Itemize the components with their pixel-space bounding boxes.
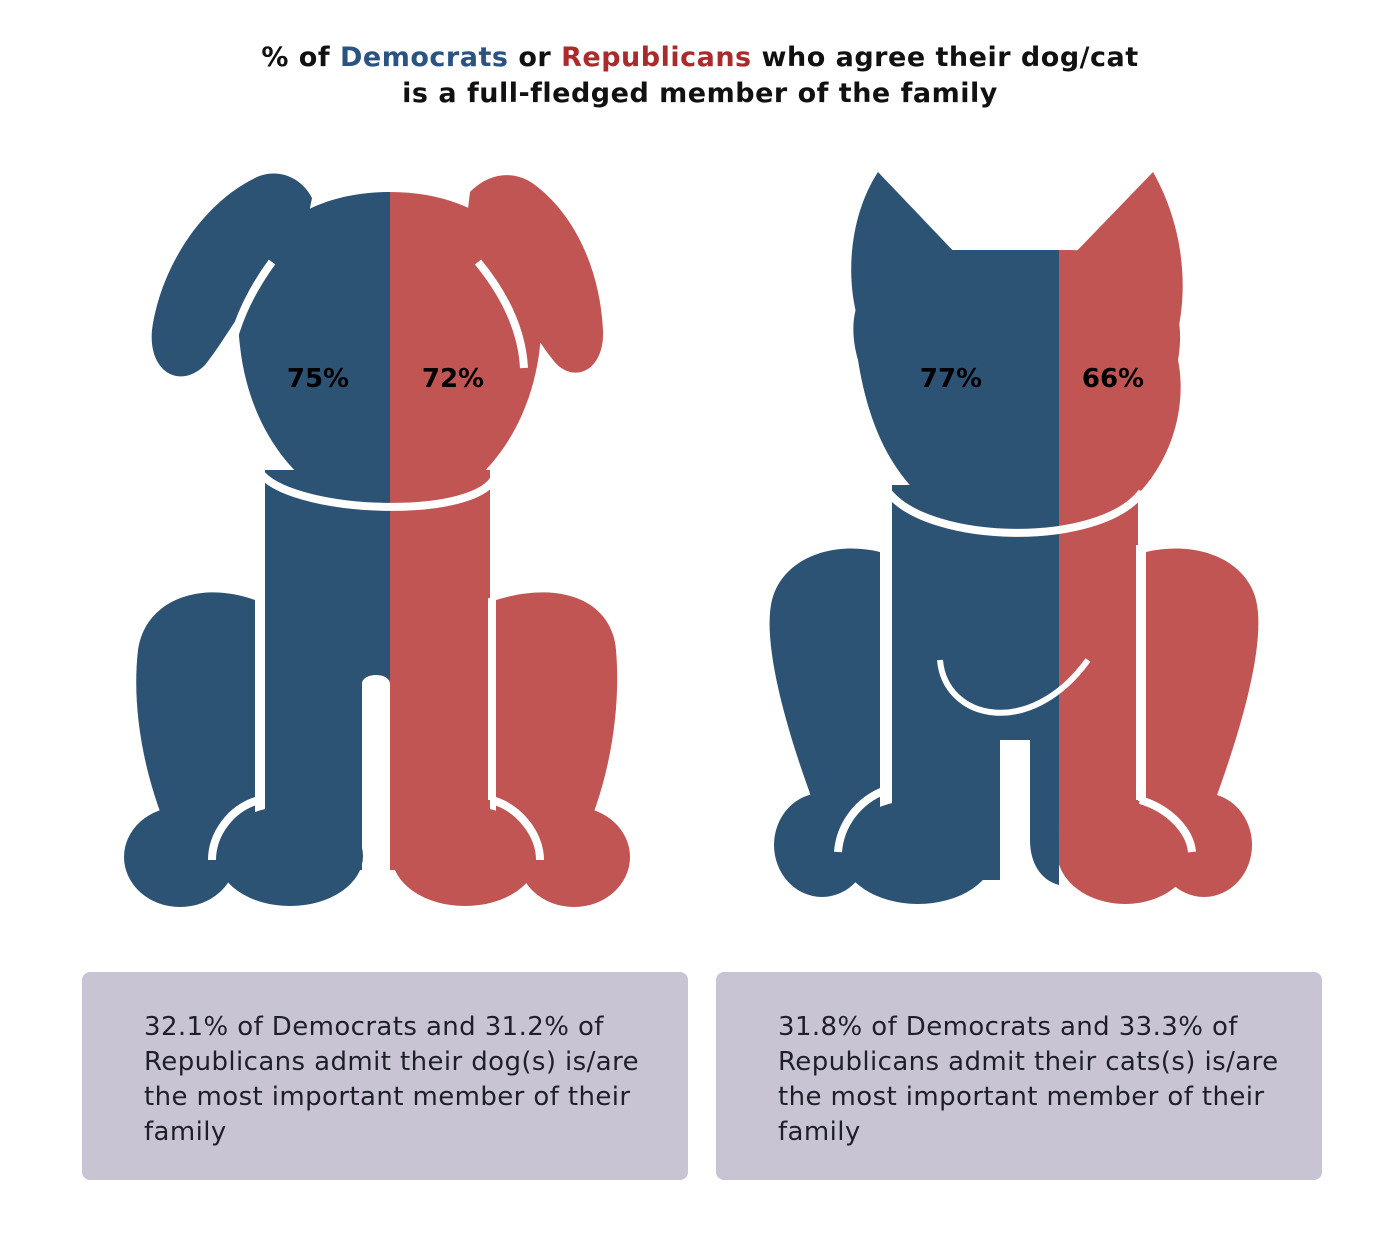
title-middle: or: [508, 42, 562, 73]
cat-republicans-label: 66%: [1082, 364, 1144, 394]
dog-icon: 75% 72%: [124, 173, 630, 908]
title-republicans-word: Republicans: [561, 42, 752, 73]
dog-note-box: 32.1% of Democrats and 31.2% of Republic…: [82, 972, 688, 1180]
title-line-2: is a full-fledged member of the family: [402, 78, 998, 109]
chart-title: % of Democrats or Republicans who agree …: [0, 40, 1400, 112]
title-suffix: who agree their dog/cat: [751, 42, 1139, 73]
pet-figure: 75% 72% 77% 66%: [124, 172, 1259, 908]
cat-outline-details: [834, 489, 1196, 853]
title-line-1: % of Democrats or Republicans who agree …: [0, 40, 1400, 76]
cat-democrats-label: 77%: [920, 364, 982, 394]
dog-outline-details: [208, 259, 544, 861]
cat-note-box: 31.8% of Democrats and 33.3% of Republic…: [716, 972, 1322, 1180]
dog-democrats-label: 75%: [287, 364, 349, 394]
title-prefix: % of: [261, 42, 340, 73]
title-democrats-word: Democrats: [340, 42, 509, 73]
dog-note-text: 32.1% of Democrats and 31.2% of Republic…: [144, 1012, 640, 1147]
dog-republicans-label: 72%: [422, 364, 484, 394]
cat-icon: 77% 66%: [769, 172, 1259, 904]
cat-note-text: 31.8% of Democrats and 33.3% of Republic…: [778, 1012, 1279, 1147]
